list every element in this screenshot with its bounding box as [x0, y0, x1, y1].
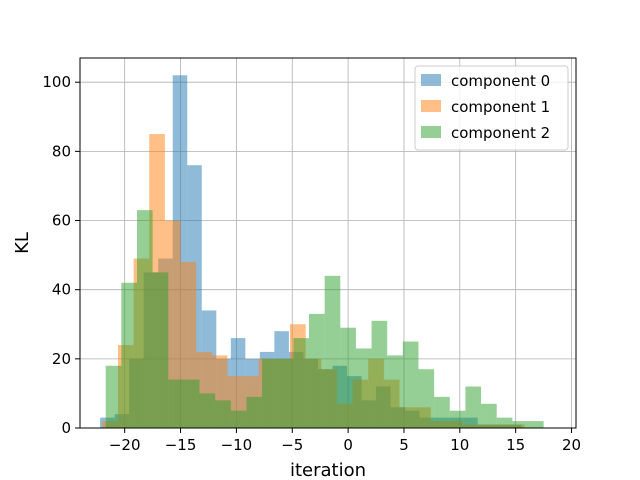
- histogram-bar-component-2: [496, 417, 513, 428]
- histogram-bar-component-2: [121, 282, 137, 428]
- x-axis-label: iteration: [290, 460, 366, 480]
- histogram-bar-component-2: [105, 365, 122, 428]
- x-tick-label: 15: [506, 436, 525, 454]
- x-tick-label: 5: [399, 436, 409, 454]
- x-tick-label: −20: [109, 436, 141, 454]
- histogram-bar-component-2: [199, 393, 216, 428]
- histogram-bar-component-2: [277, 358, 294, 428]
- x-tick-label: 20: [562, 436, 581, 454]
- histogram-bar-component-1: [164, 220, 181, 428]
- histogram-bar-component-2: [324, 275, 341, 428]
- legend-label-component-1: component 1: [451, 98, 550, 116]
- histogram-bar-component-2: [152, 272, 169, 428]
- histogram-bar-component-2: [402, 341, 419, 428]
- legend-swatch-component-2: [421, 126, 441, 138]
- x-tick-label: −5: [281, 436, 303, 454]
- y-tick-label: 20: [52, 350, 71, 368]
- y-tick-label: 40: [52, 281, 71, 299]
- x-tick-label: −15: [165, 436, 197, 454]
- histogram-bar-component-2: [183, 379, 200, 428]
- histogram-bar-component-2: [434, 396, 450, 428]
- axis-ticks: −20 −15 −10 −5 0 5 10 15 20 0 20 40 60 80 100: [42, 73, 581, 454]
- legend-swatch-component-0: [421, 74, 441, 86]
- histogram-bar-component-2: [512, 421, 528, 428]
- histogram-bar-component-2: [418, 369, 435, 428]
- x-tick-label: 0: [343, 436, 353, 454]
- histogram-bar-component-2: [481, 403, 497, 428]
- histogram-bar-component-2: [293, 338, 310, 428]
- histogram-bar-component-2: [246, 396, 263, 428]
- legend-swatch-component-1: [421, 100, 441, 112]
- y-axis-label: KL: [12, 232, 33, 254]
- y-tick-label: 0: [61, 419, 71, 437]
- legend-label-component-2: component 2: [451, 124, 550, 142]
- histogram-bar-component-2: [215, 400, 231, 428]
- histogram-bar-component-2: [340, 327, 356, 428]
- y-tick-label: 60: [52, 212, 71, 230]
- histogram-bar-component-2: [136, 210, 153, 428]
- histogram-bar-component-2: [387, 355, 403, 428]
- series-component-2: [105, 210, 544, 428]
- y-tick-label: 80: [52, 142, 71, 160]
- histogram-bar-component-2: [371, 320, 388, 428]
- legend-frame: [414, 65, 569, 151]
- histogram-bar-component-2: [230, 410, 247, 428]
- histogram-bar-component-2: [262, 358, 278, 428]
- plot-area-frame: [79, 57, 577, 429]
- histogram-bar-component-2: [449, 410, 466, 428]
- histogram-bar-component-2: [355, 348, 372, 428]
- legend: component 0 component 1 component 2: [414, 65, 569, 151]
- x-tick-label: −10: [221, 436, 253, 454]
- histogram-bar-component-2: [527, 421, 544, 428]
- histogram-bar-component-2: [309, 313, 325, 428]
- legend-label-component-0: component 0: [451, 72, 550, 90]
- histogram-bar-component-2: [465, 386, 482, 428]
- histogram-bar-component-2: [168, 379, 184, 428]
- x-tick-label: 10: [450, 436, 469, 454]
- y-tick-label: 100: [42, 73, 71, 91]
- histogram-bars: [100, 75, 544, 428]
